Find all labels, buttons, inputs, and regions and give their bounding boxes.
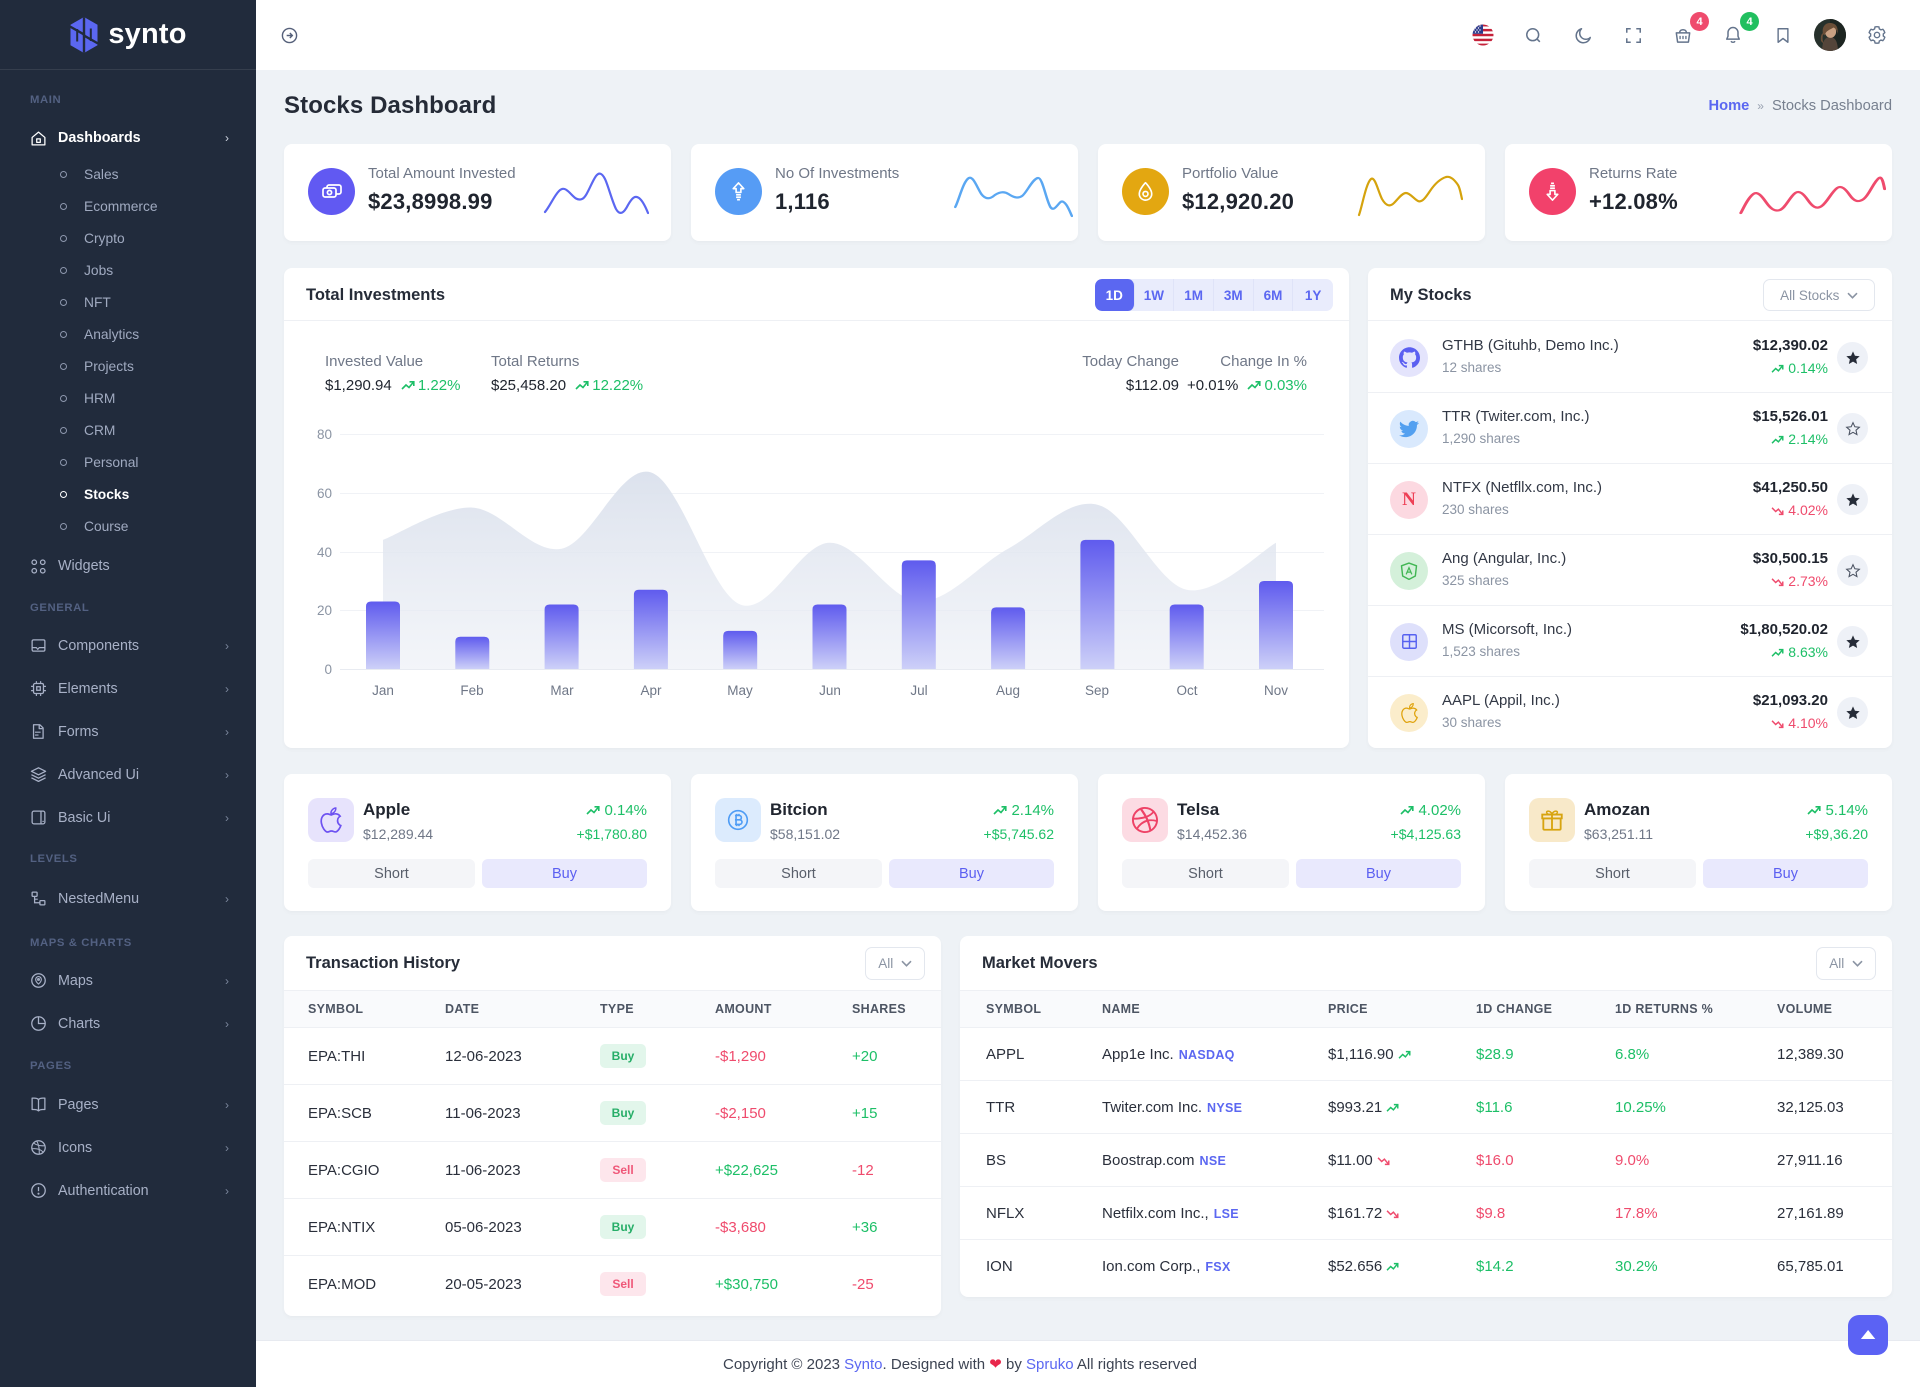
svg-text:Jun: Jun [819, 683, 841, 698]
svg-text:0: 0 [324, 662, 332, 677]
svg-text:40: 40 [317, 545, 332, 560]
svg-text:80: 80 [317, 427, 332, 442]
svg-text:20: 20 [317, 603, 332, 618]
svg-text:Mar: Mar [550, 683, 574, 698]
svg-text:Feb: Feb [460, 683, 483, 698]
svg-text:Nov: Nov [1264, 683, 1288, 698]
svg-text:60: 60 [317, 486, 332, 501]
svg-text:Jul: Jul [910, 683, 927, 698]
svg-text:Oct: Oct [1176, 683, 1197, 698]
svg-text:Apr: Apr [640, 683, 662, 698]
svg-text:Sep: Sep [1085, 683, 1109, 698]
svg-text:May: May [727, 683, 753, 698]
svg-text:Jan: Jan [372, 683, 394, 698]
svg-text:Aug: Aug [996, 683, 1020, 698]
